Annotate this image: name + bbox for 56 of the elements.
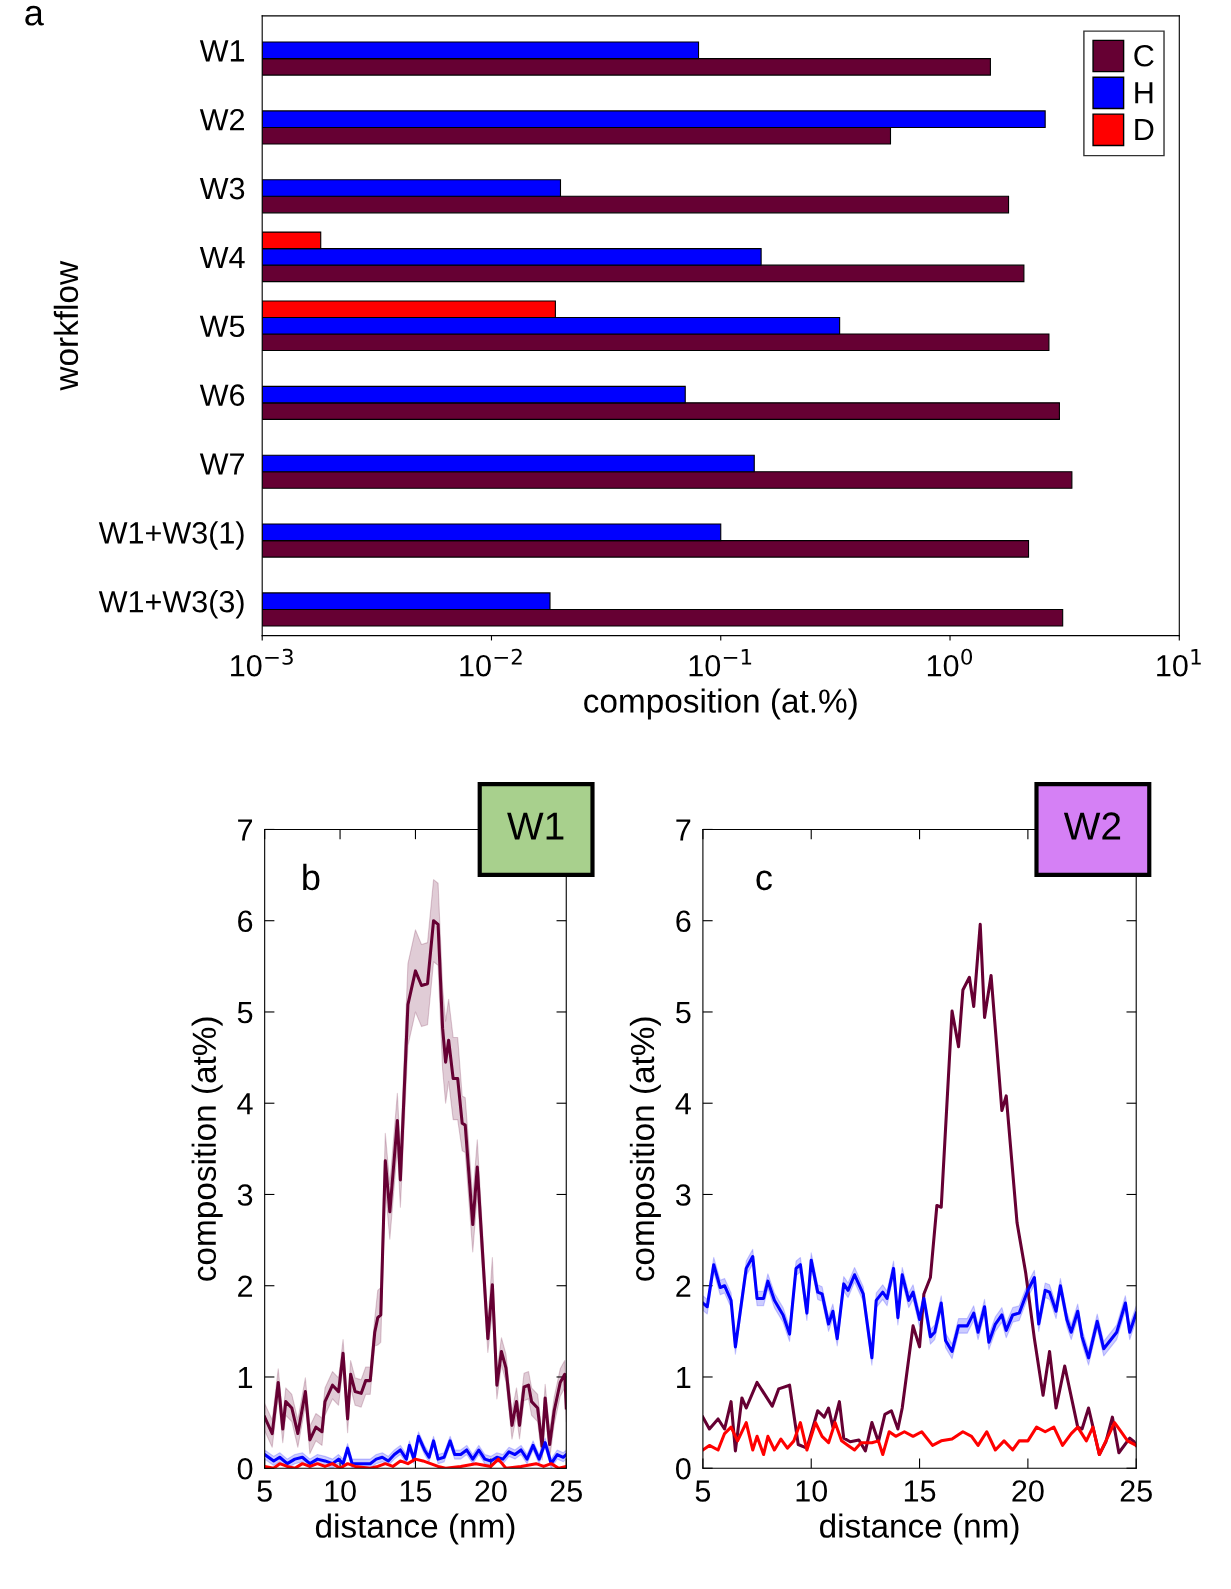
legend-label: C: [1134, 44, 1154, 67]
y-tick-label: 4: [675, 1093, 691, 1115]
y-tick-label: W4: [199, 246, 245, 268]
y-tick-label: 7: [238, 819, 253, 841]
x-tick-label: 10$^{−3}$: [231, 648, 293, 677]
y-tick-label: W6: [199, 384, 245, 406]
x-tick-label: 10$^{0}$: [927, 648, 973, 677]
x-tick-label: 25: [550, 1480, 582, 1502]
x-axis-title: composition (at.%): [584, 688, 857, 720]
y-axis-title: composition (at%): [191, 1017, 223, 1281]
y-axis-title: composition (at%): [629, 1017, 661, 1281]
y-tick-label: W5: [199, 315, 245, 338]
y-tick-label: 0: [237, 1457, 253, 1480]
line-series: [702, 922, 1137, 1457]
y-tick-label: 6: [238, 910, 253, 933]
y-tick-label: W3: [199, 177, 245, 200]
y-tick-label: 5: [237, 1002, 253, 1024]
y-axis-title: workflow: [53, 260, 79, 391]
y-tick-label: 1: [238, 1367, 253, 1389]
y-tick-label: 2: [238, 1275, 253, 1297]
y-tick-label: 2: [676, 1275, 691, 1297]
annotation: W2: [1063, 812, 1121, 840]
legend-label: H: [1135, 82, 1153, 104]
x-tick-label: 5: [695, 1480, 711, 1502]
y-tick-label: W1+W3(1): [98, 521, 244, 550]
line-series: [702, 1421, 1137, 1457]
x-tick-label: 10$^{−1}$: [689, 648, 752, 677]
x-axis-title: distance (nm): [820, 1513, 1019, 1545]
x-tick-label: 10: [796, 1480, 828, 1502]
x-tick-label: 15: [904, 1480, 936, 1502]
y-tick-label: W1+W3(3): [98, 590, 244, 619]
y-tick-label: 6: [676, 910, 691, 933]
y-tick-label: 4: [237, 1093, 253, 1115]
x-axis-title: distance (nm): [315, 1513, 515, 1545]
y-tick-label: 3: [237, 1184, 253, 1206]
text: a: [25, 5, 44, 26]
legend-label: D: [1135, 119, 1154, 141]
y-tick-label: 7: [676, 819, 691, 841]
y-tick-label: W7: [199, 453, 244, 475]
annotation: b: [303, 863, 320, 891]
x-tick-label: 5: [257, 1480, 272, 1502]
annotation: W1: [507, 812, 564, 840]
y-tick-label: 3: [675, 1184, 691, 1206]
y-tick-label: W1: [199, 40, 245, 62]
x-tick-label: 10: [325, 1480, 356, 1502]
y-tick-label: 0: [675, 1457, 691, 1480]
y-tick-label: 1: [677, 1367, 691, 1389]
x-tick-label: 20: [475, 1480, 507, 1502]
x-tick-label: 10$^{1}$: [1157, 648, 1201, 677]
x-tick-label: 20: [1012, 1480, 1044, 1502]
annotation: c: [756, 870, 772, 891]
y-tick-label: 5: [676, 1002, 691, 1024]
y-tick-label: W2: [199, 108, 244, 131]
x-tick-label: 10$^{−2}$: [460, 648, 522, 677]
x-tick-label: 15: [400, 1480, 432, 1502]
x-tick-label: 25: [1120, 1480, 1152, 1502]
